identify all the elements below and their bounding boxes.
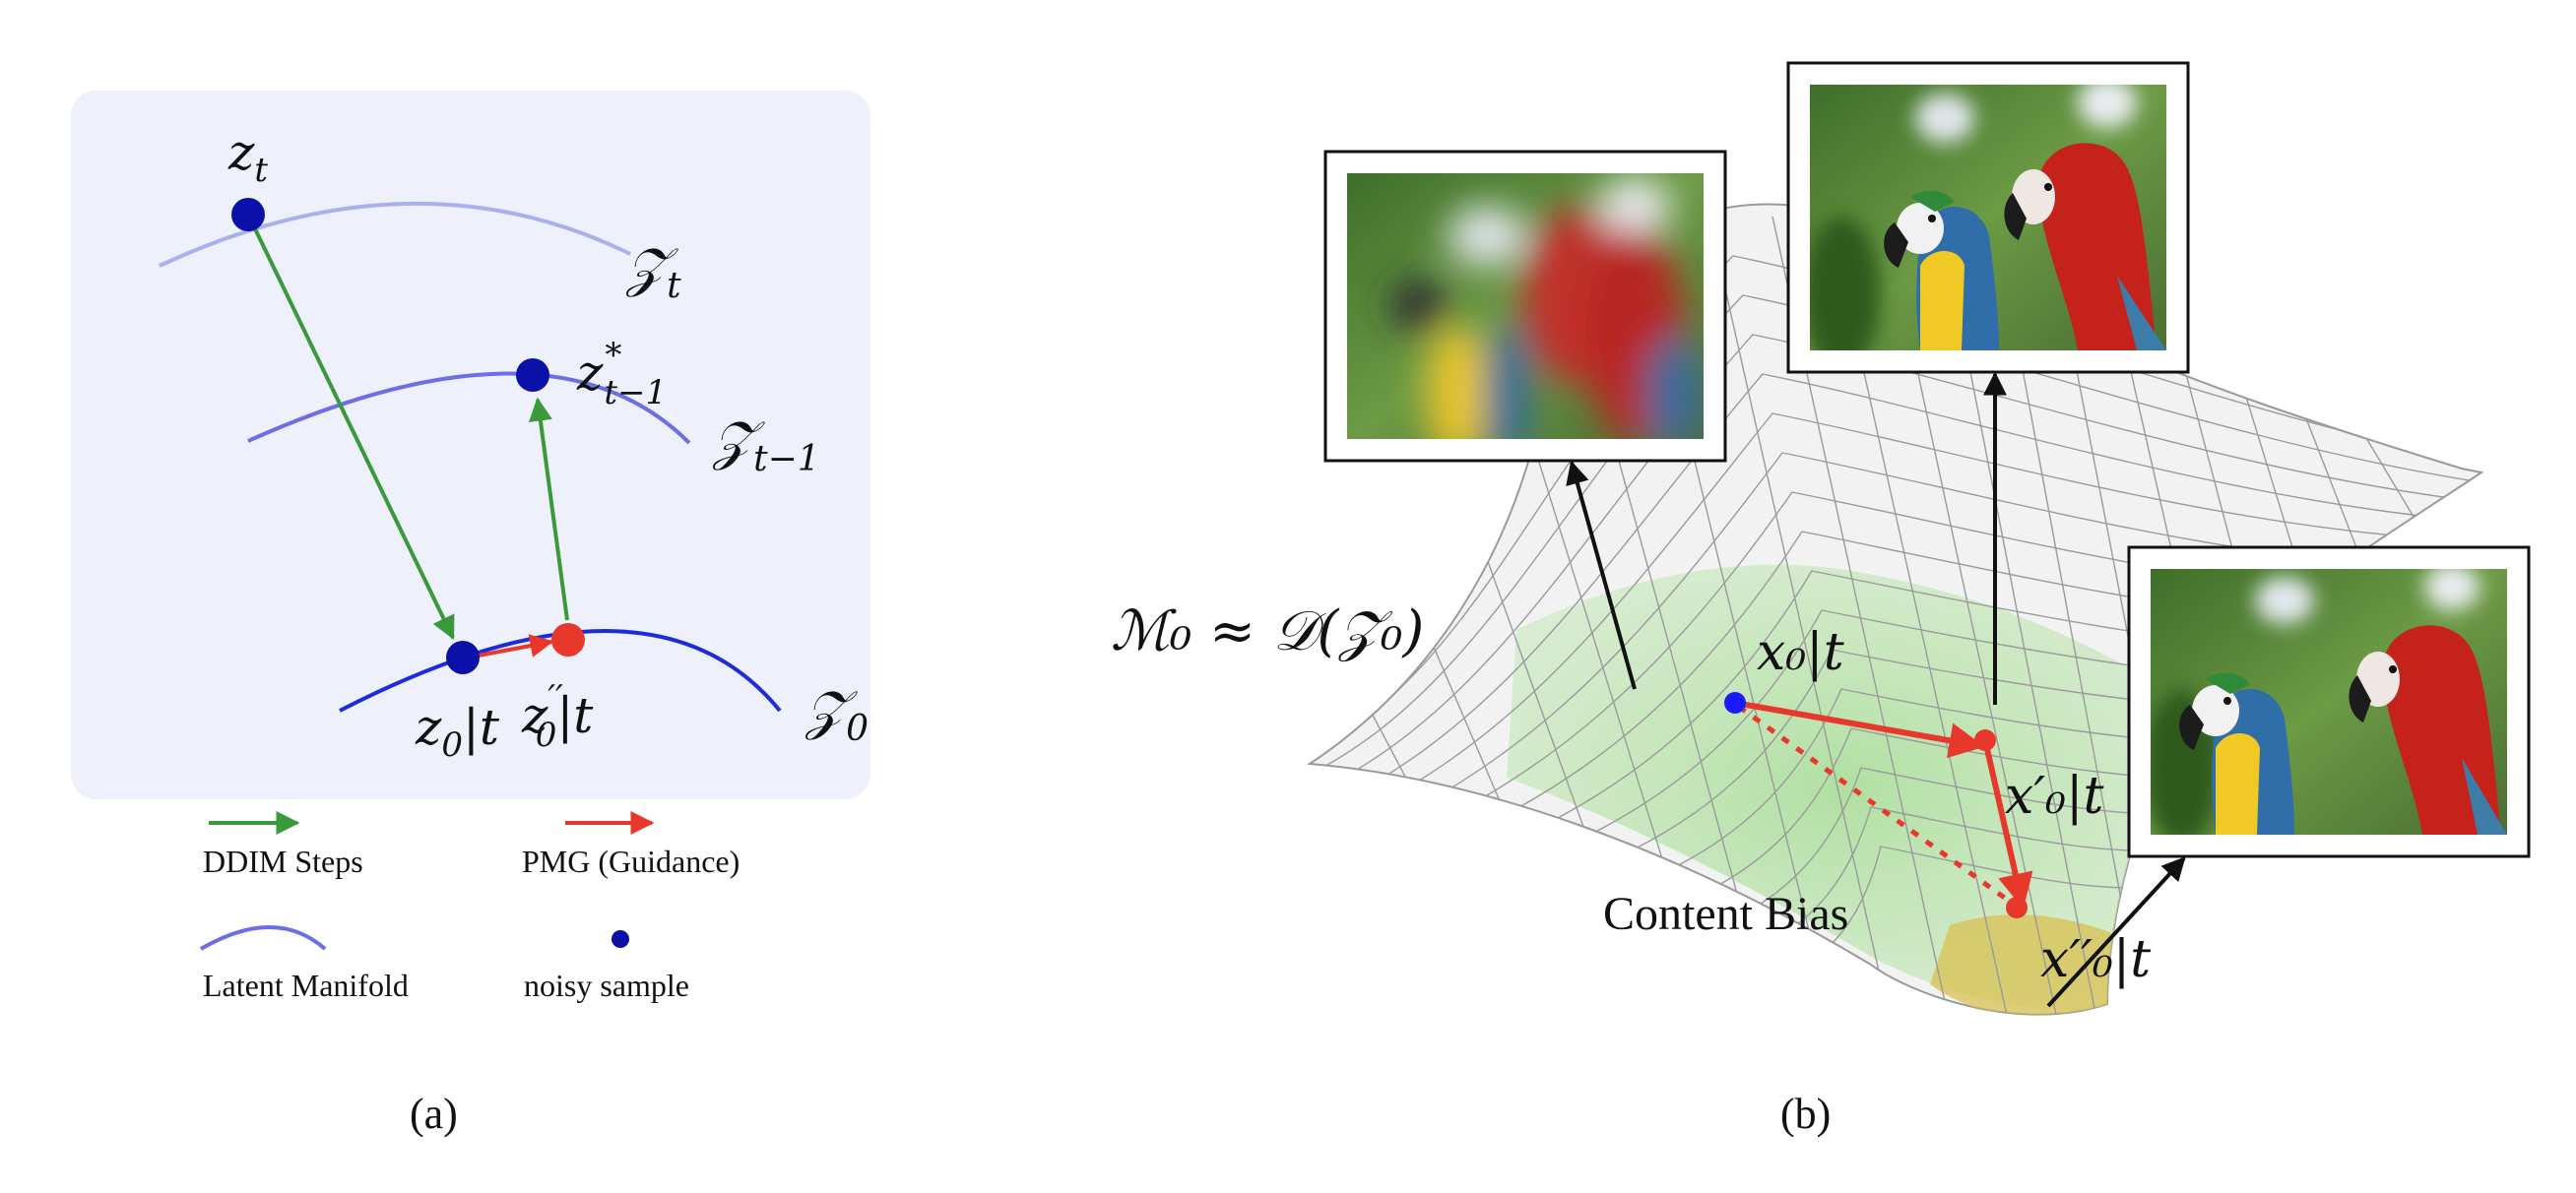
- caption-b: (b): [1780, 1090, 1831, 1138]
- arrow-to-guided-image: [2046, 856, 2186, 1008]
- legend-manifold-curve: [199, 925, 327, 951]
- label-x0p: x′₀|t: [2005, 767, 2103, 826]
- point-x0pp: [2006, 897, 2028, 918]
- point-zt: [231, 198, 265, 231]
- manifold-z0-curve: [339, 629, 782, 713]
- point-z0t: [446, 641, 480, 674]
- manifold-zt-curve: [159, 201, 631, 268]
- point-z0pp: [551, 623, 585, 657]
- guided-parrots-image: [2127, 545, 2531, 858]
- label-x0t: x₀|t: [1757, 623, 1844, 682]
- blurry-parrots-image: [1323, 150, 1727, 463]
- panel-a-background: [71, 91, 870, 799]
- legend-noisy-label: noisy sample: [524, 968, 689, 1003]
- manifold-zt1-curve: [247, 371, 691, 445]
- point-zstar: [516, 358, 549, 392]
- panel-b: x₀|t x′₀|t x′′₀|t Content Bias ℳ₀ ≈ 𝒟(𝒵₀…: [1111, 61, 2531, 1138]
- legend-ddim-label: DDIM Steps: [203, 844, 363, 879]
- ddim-step-arrow-1: [246, 214, 455, 641]
- content-bias-dashed-path: [1737, 704, 2015, 907]
- guidance-step-1: [1734, 700, 1985, 759]
- point-x0p: [1974, 729, 1996, 751]
- label-x0pp: x′′₀|t: [2040, 930, 2151, 989]
- legend-manifold-label: Latent Manifold: [203, 968, 409, 1003]
- label-z0t: z0|t: [415, 699, 500, 765]
- arrow-to-blurry-image: [1566, 460, 1637, 690]
- label-zstar: z* t−1: [576, 336, 667, 412]
- label-content-bias: Content Bias: [1603, 888, 1848, 940]
- legend-noisy-dot: [612, 930, 629, 948]
- panel-a: zt z* t−1 z0|t z′′ 0|t 𝒵t 𝒵t−1 𝒵0 DDIM Ste…: [71, 91, 870, 1138]
- label-zt: zt: [227, 124, 268, 190]
- sharp-parrots-image: [1786, 61, 2190, 374]
- label-manifold-z0: 𝒵0: [805, 679, 869, 749]
- pmg-guidance-arrow: [478, 634, 554, 658]
- label-z0pp: z′′ 0|t: [521, 678, 594, 755]
- ddim-step-arrow-2: [528, 397, 569, 621]
- point-x0t: [1724, 692, 1746, 714]
- legend: DDIM Steps PMG (Guidance) Latent Manifol…: [199, 811, 740, 1003]
- yellow-region: [1930, 914, 2125, 1015]
- label-manifold-m0: ℳ₀ ≈ 𝒟(𝒵₀): [1111, 599, 1424, 663]
- guidance-step-2: [1982, 739, 2033, 910]
- legend-pmg-label: PMG (Guidance): [522, 844, 740, 879]
- caption-a: (a): [410, 1090, 458, 1138]
- label-manifold-zt1: 𝒵t−1: [712, 409, 820, 479]
